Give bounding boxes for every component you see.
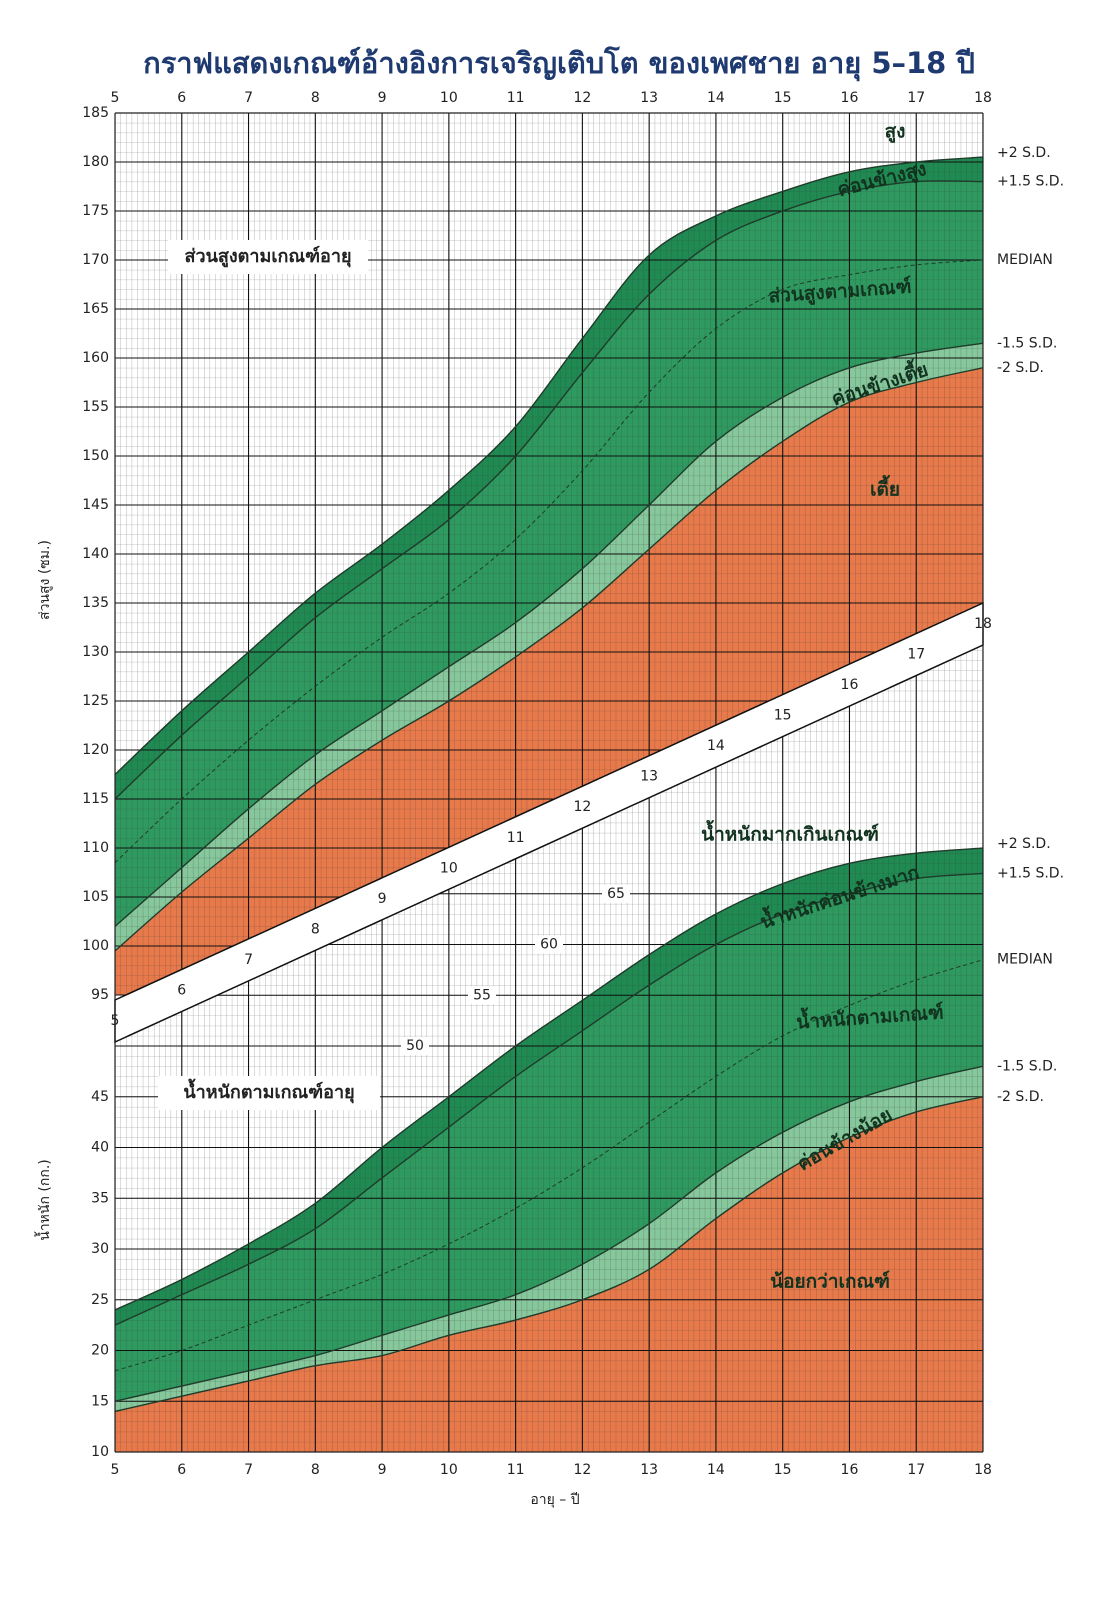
band-age-label: 13 [640,769,658,785]
y-tick-label: 185 [82,105,109,121]
x-tick-label: 10 [440,90,458,106]
x-axis-title: อายุ – ปี [530,1492,579,1508]
y-tick-label: 105 [82,889,109,905]
x-tick-label: 18 [974,1462,992,1478]
y-tick-label: 130 [82,644,109,660]
legend-label: MEDIAN [997,952,1053,968]
x-tick-label: 14 [707,1462,725,1478]
chart-title: กราฟแสดงเกณฑ์อ้างอิงการเจริญเติบโต ของเพ… [143,45,975,81]
y-tick-label: 115 [82,791,109,807]
panel-label: น้ำหนักตามเกณฑ์อายุ [183,1078,354,1104]
y-tick-label: 15 [91,1393,109,1409]
x-tick-label: 16 [841,1462,859,1478]
panel-label: ส่วนสูงตามเกณฑ์อายุ [185,245,352,268]
y-tick-label: 165 [82,301,109,317]
band-age-label: 6 [177,982,186,998]
y-axis-title: ส่วนสูง (ซม.) [37,540,53,620]
x-tick-label: 12 [573,1462,591,1478]
band-age-label: 17 [907,647,925,663]
x-tick-label: 16 [841,90,859,106]
y-tick-label: 180 [82,154,109,170]
band-age-label: 15 [774,708,792,724]
legend-label: -2 S.D. [997,1089,1044,1105]
x-tick-label: 17 [907,1462,925,1478]
band-age-label: 8 [311,921,320,937]
legend-label: +2 S.D. [997,836,1051,852]
x-tick-label: 12 [573,90,591,106]
x-tick-label: 15 [774,1462,792,1478]
band-age-label: 10 [440,860,458,876]
x-tick-label: 13 [640,1462,658,1478]
legend-label: -1.5 S.D. [997,1058,1057,1074]
y-tick-label: 50 [406,1038,424,1054]
x-tick-label: 11 [507,1462,525,1478]
legend-label: -1.5 S.D. [997,335,1057,351]
y-tick-label: 175 [82,203,109,219]
band-age-label: 9 [378,891,387,907]
zone-label: น้ำหนักมากเกินเกณฑ์ [701,820,879,846]
y-tick-label: 110 [82,840,109,856]
x-tick-label: 10 [440,1462,458,1478]
chart: กราฟแสดงเกณฑ์อ้างอิงการเจริญเติบโต ของเพ… [0,0,1118,1596]
legend-label: +2 S.D. [997,145,1051,161]
legend-label: -2 S.D. [997,360,1044,376]
y-tick-label: 140 [82,546,109,562]
x-tick-label: 7 [244,1462,253,1478]
x-tick-label: 6 [177,90,186,106]
x-tick-label: 5 [111,90,120,106]
x-tick-label: 8 [311,90,320,106]
x-tick-label: 9 [378,90,387,106]
zone-label: เตี้ย [870,475,900,501]
y-tick-label: 25 [91,1292,109,1308]
x-tick-label: 8 [311,1462,320,1478]
y-tick-label: 135 [82,595,109,611]
y-tick-label: 160 [82,350,109,366]
y-tick-label: 100 [82,938,109,954]
y-tick-label: 20 [91,1343,109,1359]
band-age-label: 12 [573,799,591,815]
x-tick-label: 18 [974,90,992,106]
legend-label: +1.5 S.D. [997,865,1064,881]
y-tick-label: 95 [91,987,109,1003]
x-tick-label: 17 [907,90,925,106]
x-tick-label: 14 [707,90,725,106]
band-age-label: 5 [111,1013,120,1029]
band-age-label: 16 [841,677,859,693]
y-tick-label: 170 [82,252,109,268]
y-tick-label: 65 [607,886,625,902]
y-tick-label: 155 [82,399,109,415]
band-age-label: 18 [974,616,992,632]
y-tick-label: 45 [91,1089,109,1105]
y-tick-label: 125 [82,693,109,709]
band-age-label: 7 [244,952,253,968]
y-tick-label: 40 [91,1140,109,1156]
x-tick-label: 13 [640,90,658,106]
x-tick-label: 7 [244,90,253,106]
y-tick-label: 120 [82,742,109,758]
y-tick-label: 35 [91,1190,109,1206]
band-age-label: 11 [507,830,525,846]
y-axis-title: น้ำหนัก (กก.) [34,1159,53,1240]
y-tick-label: 60 [540,937,558,953]
x-tick-label: 6 [177,1462,186,1478]
x-tick-label: 9 [378,1462,387,1478]
x-tick-label: 11 [507,90,525,106]
legend-label: MEDIAN [997,252,1053,268]
y-tick-label: 145 [82,497,109,513]
y-tick-label: 10 [91,1444,109,1460]
y-tick-label: 55 [473,987,491,1003]
y-tick-label: 150 [82,448,109,464]
x-tick-label: 15 [774,90,792,106]
band-age-label: 14 [707,738,725,754]
x-tick-label: 5 [111,1462,120,1478]
legend-label: +1.5 S.D. [997,174,1064,190]
y-tick-label: 30 [91,1241,109,1257]
zone-label: น้อยกว่าเกณฑ์ [770,1271,890,1293]
zone-label: สูง [885,121,906,144]
